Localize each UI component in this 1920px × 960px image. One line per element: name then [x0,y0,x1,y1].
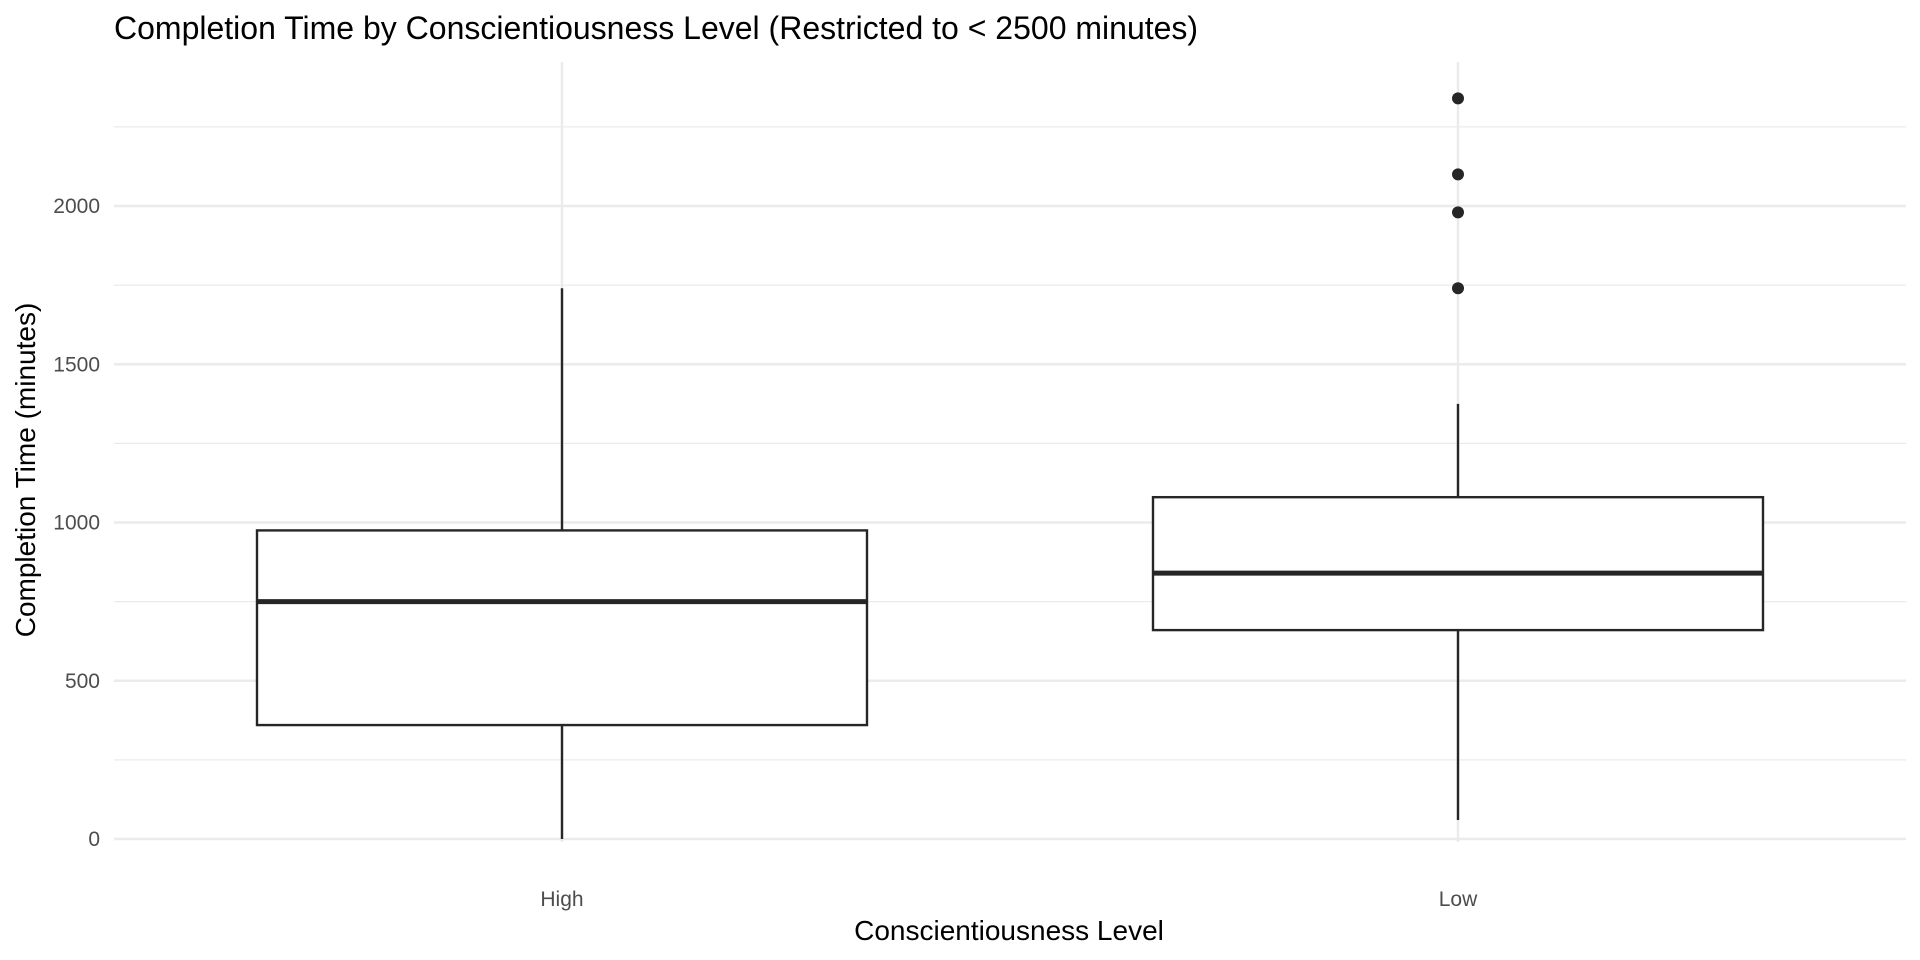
box-iqr [255,529,869,727]
y-tick-label: 1500 [53,353,100,376]
x-axis-title: Conscientiousness Level [854,915,1164,946]
y-tick-label: 500 [65,670,100,693]
tick-layer: 0 500 1000 1500 2000 High Low [53,195,1478,911]
box-layer [255,92,1765,839]
y-axis-title: Completion Time (minutes) [10,303,41,638]
outlier-point [1452,168,1464,181]
outlier-point [1452,92,1464,105]
chart-title: Completion Time by Conscientiousness Lev… [114,10,1198,46]
outlier-point [1452,282,1464,295]
y-tick-label: 1000 [53,512,100,535]
x-tick-label: Low [1439,888,1478,911]
outlier-point [1452,206,1464,219]
x-tick-label: High [540,888,583,911]
y-tick-label: 0 [88,828,100,851]
box-iqr [1151,495,1765,632]
y-tick-label: 2000 [53,195,100,218]
